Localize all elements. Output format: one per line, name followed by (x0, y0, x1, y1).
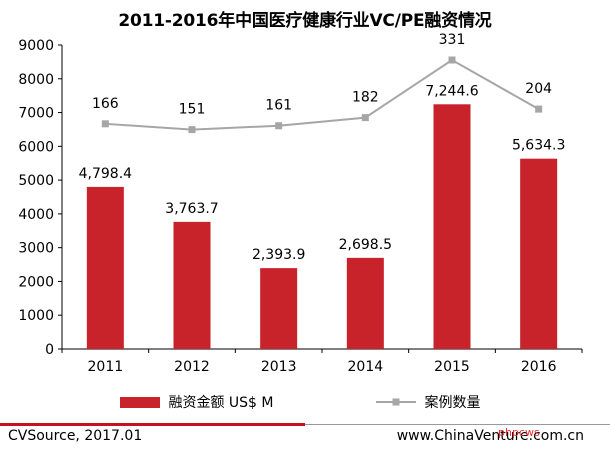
chart-title: 2011-2016年中国医疗健康行业VC/PE融资情况 (118, 11, 492, 31)
y-tick-label: 2000 (18, 274, 54, 290)
bar-data-label: 5,634.3 (512, 138, 565, 154)
line-data-label: 161 (265, 98, 292, 114)
line-data-label: 204 (525, 81, 552, 97)
y-tick-label: 8000 (18, 72, 54, 88)
footer-grey-rule (305, 424, 610, 425)
line-data-label: 331 (439, 32, 466, 48)
bar-data-label: 2,393.9 (252, 247, 305, 263)
legend-swatch-deals (376, 398, 416, 406)
website-text: www.ChinaVenture.com.cn (396, 428, 584, 444)
x-tick-label: 2014 (348, 359, 384, 375)
deal-count-marker (361, 114, 369, 122)
y-tick-label: 6000 (18, 139, 54, 155)
bar-data-label: 3,763.7 (165, 201, 218, 217)
watermark-text: phpcws (498, 426, 540, 439)
x-tick-label: 2015 (434, 359, 470, 375)
y-tick-label: 0 (45, 342, 54, 358)
bar (346, 257, 384, 349)
bar-data-label: 4,798.4 (79, 166, 133, 182)
y-tick-label: 1000 (18, 308, 54, 324)
legend-swatch-funding (120, 396, 160, 408)
y-tick-label: 3000 (18, 241, 54, 257)
y-tick-label: 9000 (18, 38, 54, 54)
deal-count-marker (535, 105, 543, 113)
legend-item-deals: 案例数量 (376, 392, 480, 412)
bar (173, 221, 211, 349)
deal-count-line (105, 58, 540, 131)
line-data-label: 151 (179, 102, 206, 118)
x-tick-label: 2012 (174, 359, 210, 375)
line-data-label: 182 (352, 90, 379, 106)
deal-count-marker (101, 120, 109, 128)
source-text: CVSource, 2017.01 (8, 428, 143, 444)
y-tick-label: 4000 (18, 207, 54, 223)
bar-data-label: 7,244.6 (425, 83, 479, 99)
x-tick-label: 2011 (88, 359, 124, 375)
x-tick-label: 2016 (521, 359, 557, 375)
bar (260, 268, 298, 349)
legend-item-funding: 融资金额 US$ M (120, 392, 273, 412)
y-tick-label: 5000 (18, 173, 54, 189)
line-data-label: 166 (92, 96, 119, 112)
bar (86, 186, 124, 349)
deal-count-marker (275, 122, 283, 130)
footer-red-rule (0, 423, 305, 426)
deal-count-marker (448, 56, 456, 64)
bar (520, 158, 558, 349)
y-tick-label: 7000 (18, 106, 54, 122)
bar (433, 104, 471, 349)
deal-count-marker (188, 126, 196, 134)
legend-label-funding: 融资金额 US$ M (168, 395, 274, 411)
bar-data-label: 2,698.5 (339, 237, 392, 253)
x-tick-label: 2013 (261, 359, 297, 375)
legend-label-deals: 案例数量 (424, 395, 481, 411)
